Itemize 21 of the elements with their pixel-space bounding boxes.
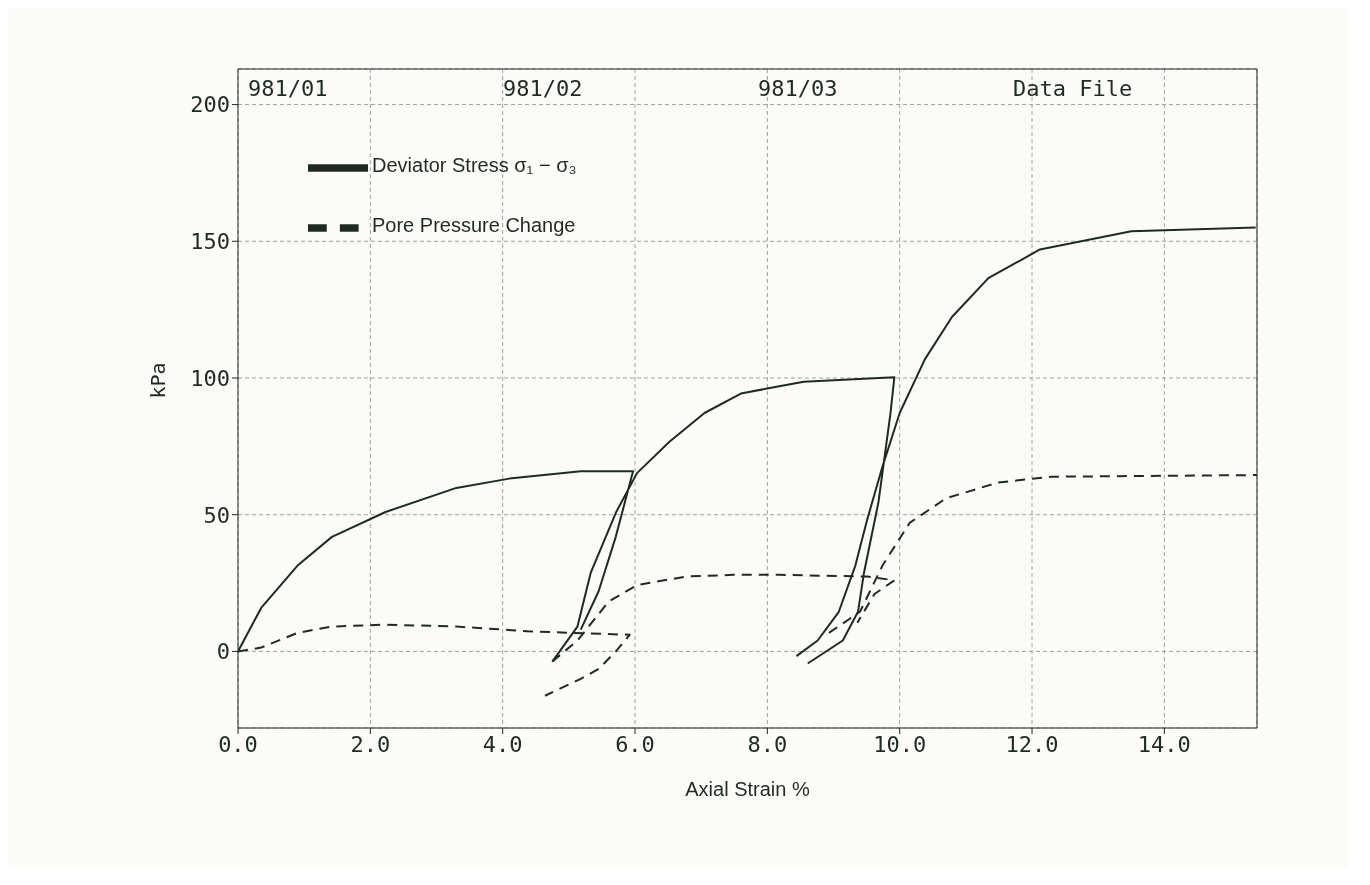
annotation: 981/03: [758, 76, 838, 101]
x-tick-label: 8.0: [747, 731, 788, 757]
annotation: 981/02: [503, 76, 583, 101]
x-tick-label: 6.0: [615, 731, 655, 757]
y-tick-label: 200: [190, 92, 230, 118]
x-axis-title: Axial Strain %: [685, 778, 810, 800]
annotation: 981/01: [248, 76, 328, 101]
y-tick-label: 50: [203, 502, 230, 528]
annotation: Data File: [1013, 76, 1133, 101]
x-tick-label: 10.0: [873, 731, 927, 757]
x-tick-label: 4.0: [482, 731, 523, 757]
x-tick-label: 12.0: [1005, 731, 1059, 757]
x-tick-label: 0.0: [218, 731, 258, 757]
x-tick-label: 14.0: [1137, 731, 1191, 757]
y-axis-title: kPa: [146, 362, 171, 399]
legend-label: Deviator Stress σ₁ − σ₃: [372, 153, 577, 176]
y-tick-label: 100: [190, 365, 230, 391]
x-tick-label: 2.0: [350, 731, 391, 757]
y-tick-label: 0: [216, 639, 230, 665]
y-tick-label: 150: [190, 229, 230, 255]
legend-label: Pore Pressure Change: [372, 213, 576, 236]
